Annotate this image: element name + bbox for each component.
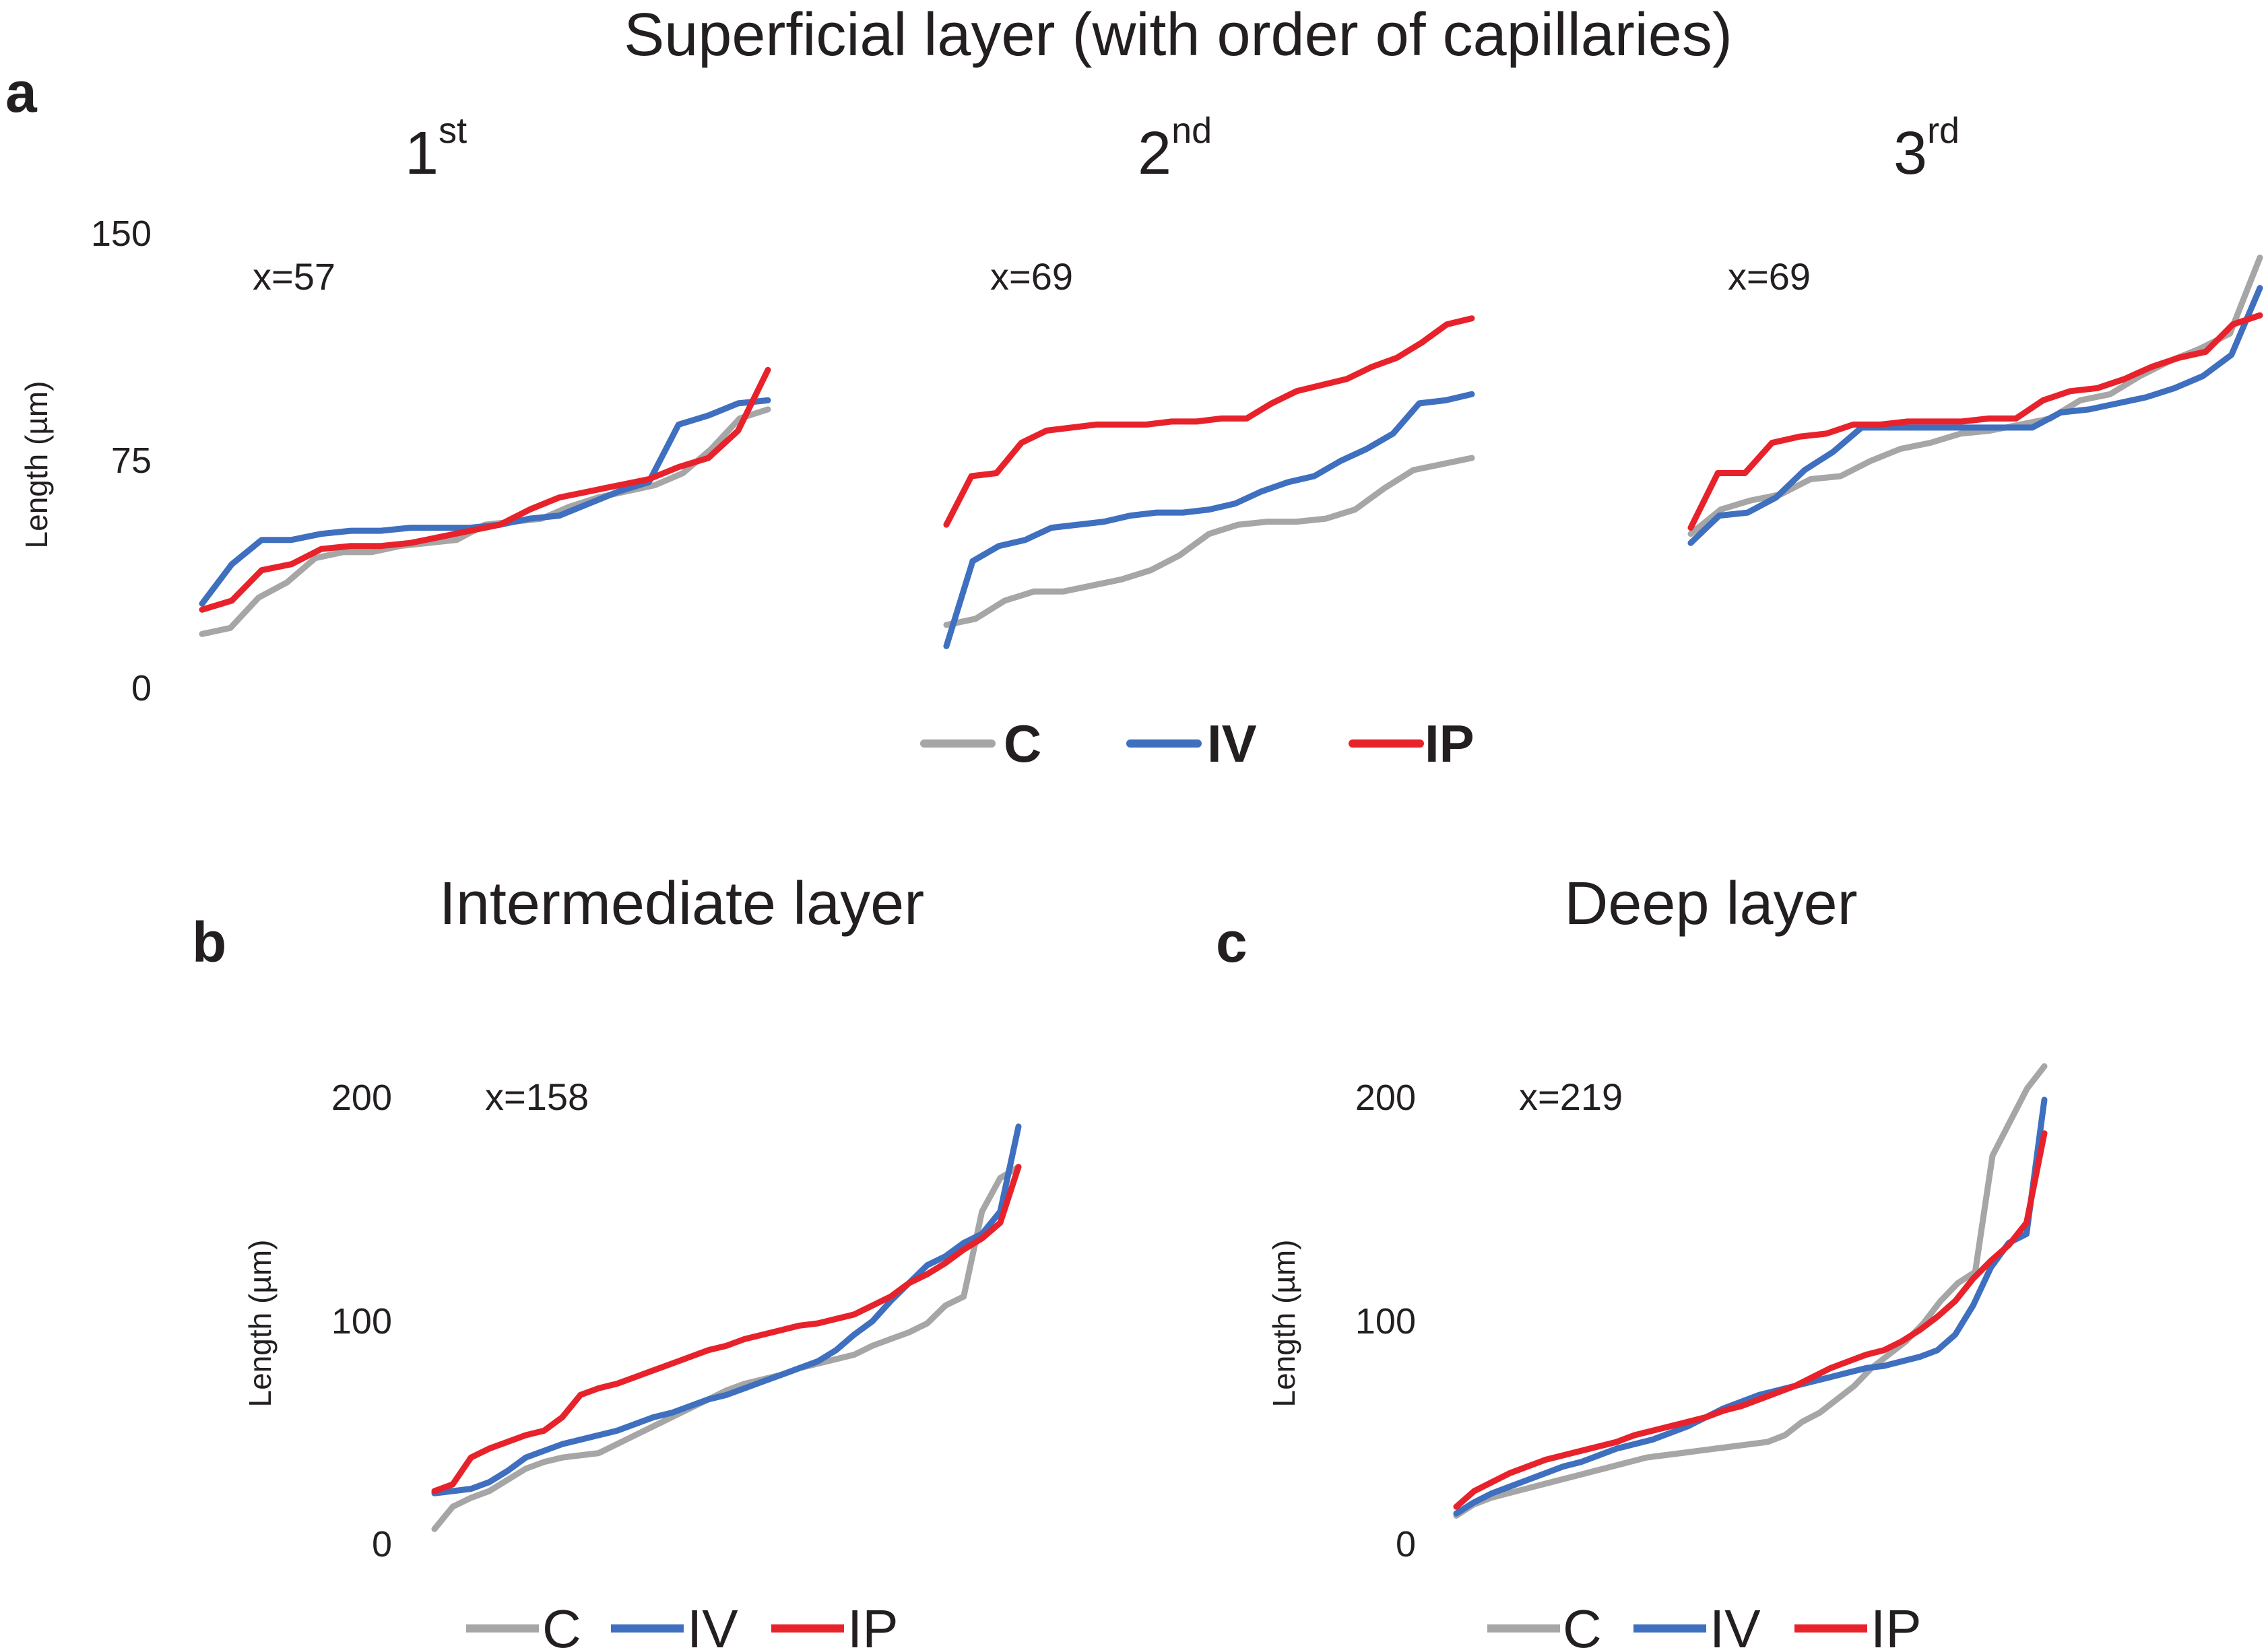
- y-tick-b-100: 100: [331, 1301, 392, 1342]
- series-line-b-iv: [431, 1123, 1022, 1496]
- legend-a-label-c: C: [1004, 714, 1041, 773]
- annotation-b: x=158: [485, 1076, 589, 1118]
- plot-a1: [199, 366, 771, 637]
- series-line-c-iv: [1453, 1096, 2048, 1517]
- order-superscript-3: rd: [1927, 110, 1959, 151]
- order-number-1: 1: [405, 120, 439, 187]
- series-line-a2-iv: [943, 391, 1475, 649]
- annotation-a2: x=69: [990, 255, 1073, 298]
- y-tick-c-100: 100: [1355, 1301, 1416, 1342]
- y-tick-b-0: 0: [372, 1524, 392, 1564]
- panel-letter-c: c: [1216, 911, 1248, 974]
- legend-c-label-c: C: [1563, 1599, 1602, 1648]
- legend-c: C IV IP: [1487, 1599, 1922, 1648]
- series-line-a2-ip: [943, 315, 1475, 528]
- plot-a3: [1687, 255, 2263, 546]
- y-tick-a-0: 0: [131, 668, 152, 708]
- series-line-b-ip: [431, 1164, 1022, 1494]
- y-tick-b-200: 200: [331, 1078, 392, 1118]
- panel-c-title: Deep layer: [1564, 870, 1857, 937]
- y-axis-label-c: Length (µm): [1266, 1240, 1301, 1408]
- y-tick-a-150: 150: [91, 213, 152, 254]
- legend-a-label-ip: IP: [1425, 714, 1475, 773]
- y-tick-a-75: 75: [111, 440, 152, 481]
- legend-b-label-ip: IP: [847, 1599, 899, 1648]
- plot-b: [431, 1123, 1022, 1532]
- panel-letter-b: b: [192, 911, 226, 974]
- plot-a2: [943, 315, 1475, 649]
- legend-b: C IV IP: [466, 1599, 899, 1648]
- order-number-3: 3: [1893, 120, 1927, 187]
- subplot-title-3rd: 3rd: [1893, 110, 1959, 187]
- series-line-c-c: [1453, 1063, 2048, 1519]
- series-line-a3-ip: [1687, 312, 2263, 531]
- order-number-2: 2: [1138, 120, 1171, 187]
- legend-c-label-ip: IP: [1871, 1599, 1922, 1648]
- annotation-a1: x=57: [253, 255, 335, 298]
- panel-letter-a: a: [5, 61, 38, 124]
- subplot-title-1st: 1st: [405, 110, 467, 187]
- order-superscript-2: nd: [1171, 110, 1212, 151]
- figure-title: Superficial layer (with order of capilla…: [624, 1, 1732, 69]
- annotation-a3: x=69: [1728, 255, 1811, 298]
- legend-b-label-c: C: [542, 1599, 581, 1648]
- subplot-title-2nd: 2nd: [1138, 110, 1212, 187]
- series-line-a3-iv: [1687, 285, 2263, 546]
- order-superscript-1: st: [439, 110, 467, 151]
- plot-c: [1453, 1063, 2048, 1519]
- series-line-a1-ip: [199, 366, 771, 613]
- series-line-b-c: [431, 1164, 1022, 1532]
- legend-a: C IV IP: [920, 714, 1475, 773]
- y-tick-c-0: 0: [1396, 1524, 1416, 1564]
- legend-c-label-iv: IV: [1710, 1599, 1761, 1648]
- y-tick-c-200: 200: [1355, 1078, 1416, 1118]
- series-line-c-ip: [1453, 1130, 2048, 1510]
- legend-a-label-iv: IV: [1207, 714, 1257, 773]
- annotation-c: x=219: [1519, 1076, 1623, 1118]
- y-axis-label-a: Length (µm): [19, 381, 54, 549]
- y-axis-label-b: Length (µm): [242, 1240, 278, 1408]
- series-line-a2-c: [943, 455, 1475, 628]
- panel-b-title: Intermediate layer: [439, 870, 924, 937]
- legend-b-label-iv: IV: [687, 1599, 738, 1648]
